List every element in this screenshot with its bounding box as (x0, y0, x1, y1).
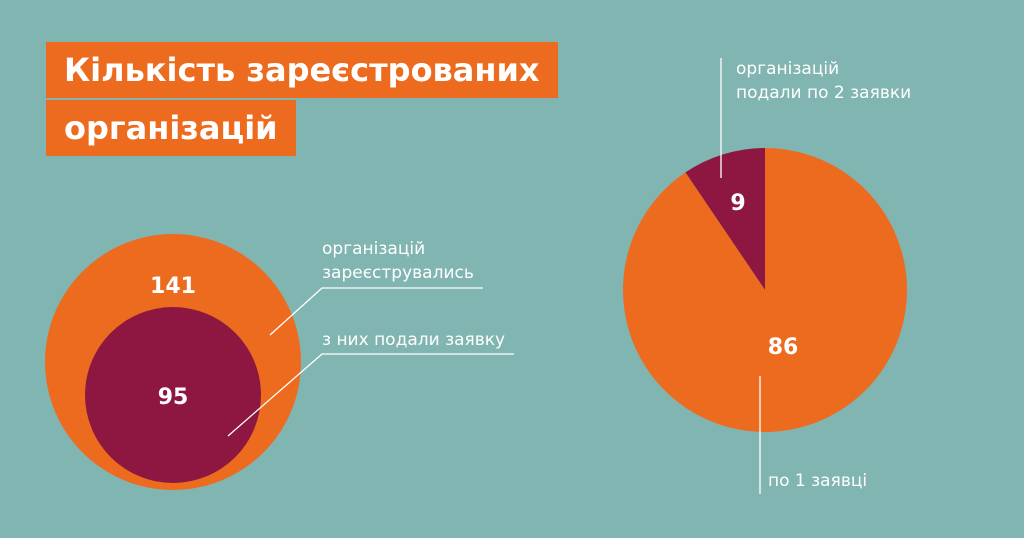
applied-label: з них подали заявку (322, 330, 505, 350)
pie-slice-two-applications (685, 148, 765, 290)
registered-label-line-1: організацій (322, 239, 425, 259)
chart-title-line-1: Кількість зареєстрованих (46, 42, 558, 98)
two-applications-label-line-1: організацій (736, 59, 839, 79)
applied-leader-line (227, 353, 514, 437)
chart-title-line-2: організацій (46, 100, 296, 156)
one-application-value: 86 (768, 335, 799, 360)
two-applications-value: 9 (730, 191, 745, 216)
applications-pie (623, 148, 908, 432)
registered-leader-line (269, 287, 483, 336)
pie-slice-one-application (623, 148, 908, 432)
applied-circle (85, 307, 261, 483)
registered-value: 141 (150, 274, 196, 299)
two-applications-label-line-2: подали по 2 заявки (736, 83, 911, 103)
applied-value: 95 (158, 385, 189, 410)
one-application-label: по 1 заявці (768, 471, 867, 491)
registered-label-line-2: зареєструвались (322, 263, 474, 283)
